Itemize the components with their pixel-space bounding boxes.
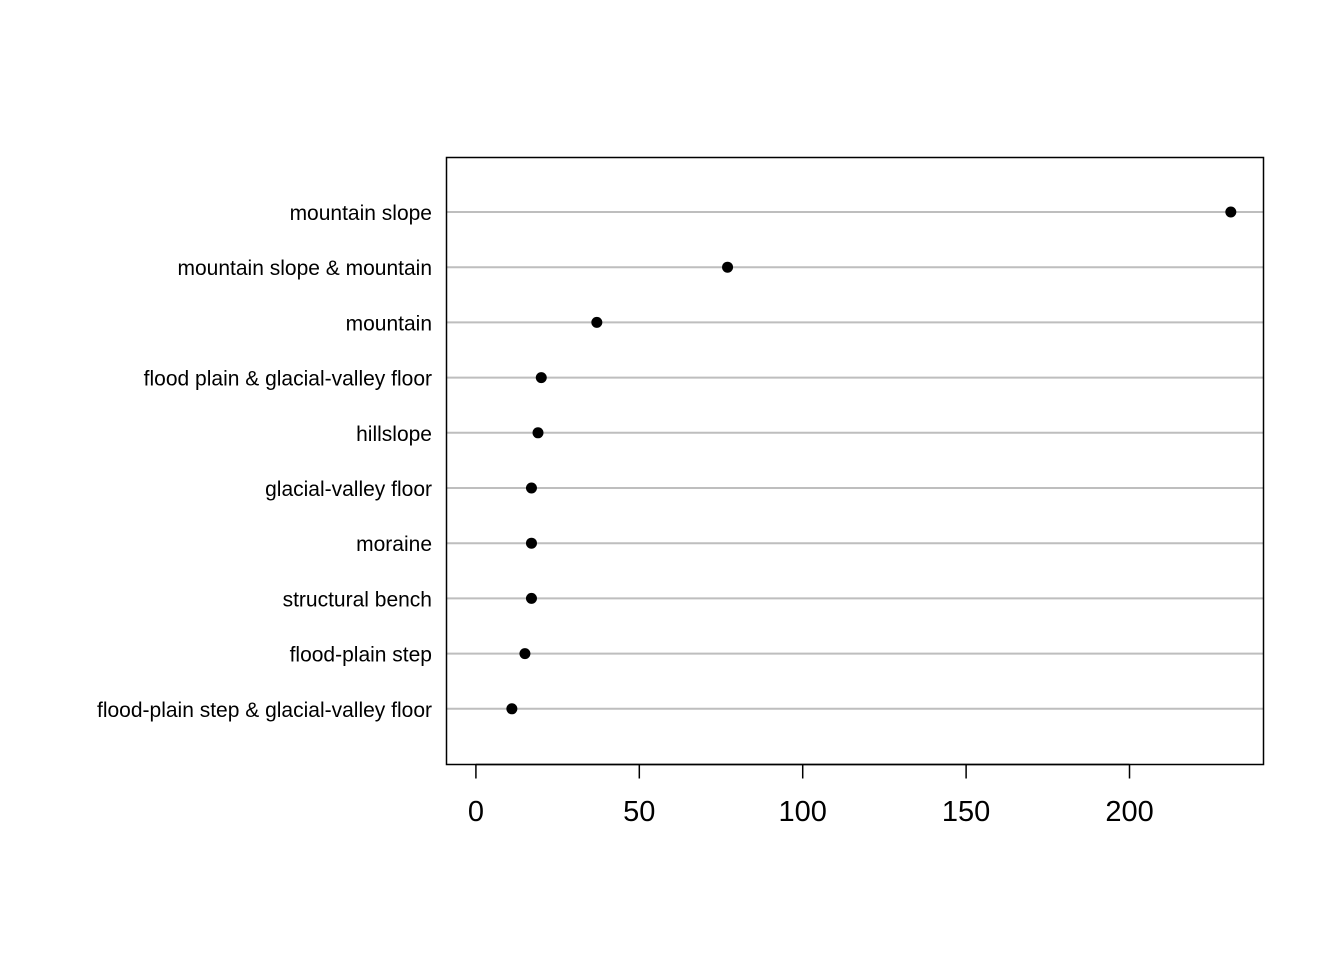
category-label: hillslope [356, 423, 432, 446]
category-label: moraine [356, 533, 432, 556]
category-label: mountain slope [290, 202, 432, 225]
data-point [519, 648, 531, 660]
category-label: mountain [346, 312, 432, 335]
x-tick-label: 100 [779, 796, 827, 828]
data-point [722, 261, 734, 273]
x-tick-label: 0 [468, 796, 484, 828]
category-label: structural bench [283, 588, 432, 611]
gridlines [446, 211, 1264, 710]
category-label: glacial-valley floor [265, 478, 432, 501]
category-labels: mountain slope mountain slope & mountain m… [97, 202, 432, 722]
x-tick-label: 150 [942, 796, 990, 828]
data-point [591, 316, 603, 328]
data-point [525, 592, 537, 604]
x-axis: 0 50 100 150 200 [468, 763, 1154, 828]
category-label: flood plain & glacial-valley floor [144, 368, 432, 391]
x-tick-label: 200 [1105, 796, 1153, 828]
data-point [532, 427, 544, 439]
plot-frame [445, 156, 1265, 766]
category-label: mountain slope & mountain [178, 257, 433, 280]
x-tick-label: 50 [623, 796, 655, 828]
data-point [525, 482, 537, 494]
data-point [1225, 206, 1237, 218]
data-point [535, 372, 547, 384]
data-point [506, 703, 518, 715]
data-points [506, 206, 1237, 715]
category-label: flood-plain step & glacial-valley floor [97, 699, 432, 722]
category-label: flood-plain step [290, 644, 432, 667]
data-point [525, 537, 537, 549]
